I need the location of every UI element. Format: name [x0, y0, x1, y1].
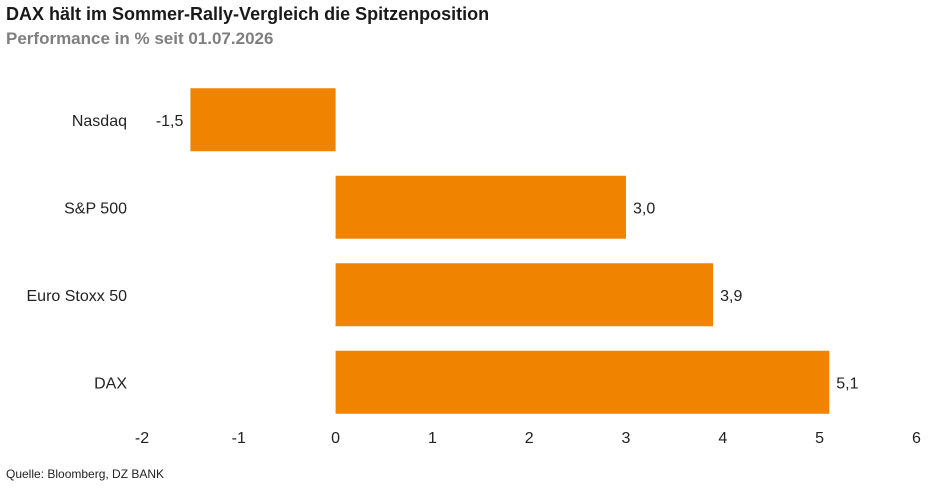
x-tick-label: 1	[428, 430, 437, 447]
bar-s-p-500	[335, 175, 626, 239]
data-label: 3,9	[720, 288, 742, 305]
category-label: S&P 500	[64, 200, 127, 217]
x-tick-label: 2	[525, 430, 534, 447]
x-tick-label: -2	[135, 430, 149, 447]
data-label: 5,1	[836, 375, 858, 392]
x-tick-label: 4	[718, 430, 727, 447]
bar-nasdaq	[190, 88, 336, 152]
x-tick-label: 5	[815, 430, 824, 447]
bar-dax	[335, 350, 830, 414]
x-tick-label: -1	[232, 430, 246, 447]
bar-euro-stoxx-50	[335, 263, 714, 327]
source-note: Quelle: Bloomberg, DZ BANK	[6, 467, 165, 481]
x-tick-label: 3	[622, 430, 631, 447]
category-label: Euro Stoxx 50	[27, 288, 128, 305]
data-label: -1,5	[156, 113, 184, 130]
category-label: DAX	[94, 375, 127, 392]
data-label: 3,0	[633, 200, 655, 217]
chart-title: DAX hält im Sommer-Rally-Vergleich die S…	[6, 4, 490, 24]
chart-subtitle: Performance in % seit 01.07.2026	[6, 29, 274, 48]
x-tick-label: 6	[912, 430, 921, 447]
x-tick-label: 0	[331, 430, 340, 447]
category-label: Nasdaq	[72, 113, 127, 130]
